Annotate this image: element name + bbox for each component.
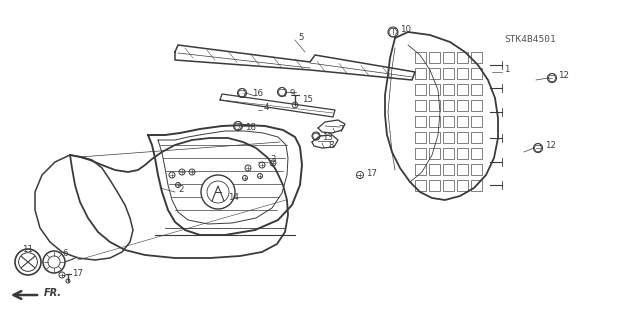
Bar (457, 52, 468, 63)
Text: FR.: FR. (44, 288, 62, 298)
Bar (443, 148, 454, 159)
Bar (471, 84, 482, 95)
Text: 1: 1 (504, 65, 509, 75)
Bar (429, 148, 440, 159)
Bar (471, 132, 482, 143)
Bar (443, 116, 454, 127)
Bar (457, 132, 468, 143)
Text: 17: 17 (366, 168, 377, 177)
Text: 7: 7 (338, 125, 344, 135)
Text: 2: 2 (178, 186, 184, 195)
Text: 13: 13 (322, 133, 333, 143)
Bar (471, 100, 482, 111)
Text: 11: 11 (22, 246, 33, 255)
Bar (457, 116, 468, 127)
Bar (415, 132, 426, 143)
Bar (443, 68, 454, 79)
Bar (457, 68, 468, 79)
Bar (415, 164, 426, 175)
Bar (429, 132, 440, 143)
Bar (471, 164, 482, 175)
Bar (415, 116, 426, 127)
Bar (471, 148, 482, 159)
Bar (415, 52, 426, 63)
Text: 9: 9 (290, 88, 296, 98)
Text: 6: 6 (62, 249, 67, 258)
Bar (429, 164, 440, 175)
Bar (457, 100, 468, 111)
Bar (471, 52, 482, 63)
Bar (415, 68, 426, 79)
Text: 14: 14 (228, 194, 239, 203)
Bar (429, 84, 440, 95)
Bar (457, 164, 468, 175)
Text: 17: 17 (72, 269, 83, 278)
Bar (429, 68, 440, 79)
Bar (443, 132, 454, 143)
Circle shape (43, 251, 65, 273)
Text: 16: 16 (252, 90, 263, 99)
Bar (415, 84, 426, 95)
Text: 10: 10 (400, 26, 411, 34)
Text: 12: 12 (558, 71, 569, 80)
Bar (415, 100, 426, 111)
Bar (471, 116, 482, 127)
Circle shape (201, 175, 235, 209)
Bar (429, 180, 440, 191)
Bar (471, 180, 482, 191)
Bar (457, 180, 468, 191)
Text: 4: 4 (264, 103, 269, 113)
Text: 5: 5 (298, 33, 303, 42)
Text: 12: 12 (545, 142, 556, 151)
Bar (443, 180, 454, 191)
Bar (443, 164, 454, 175)
Circle shape (15, 249, 41, 275)
Bar (415, 148, 426, 159)
Bar (471, 68, 482, 79)
Bar (429, 100, 440, 111)
Bar (415, 180, 426, 191)
Text: STK4B4501: STK4B4501 (504, 35, 556, 44)
Text: 3: 3 (270, 155, 275, 165)
Text: 15: 15 (302, 95, 313, 105)
Bar (457, 148, 468, 159)
Bar (443, 84, 454, 95)
Text: 18: 18 (245, 123, 256, 132)
Bar (429, 52, 440, 63)
Bar (429, 116, 440, 127)
Bar (443, 100, 454, 111)
Bar (443, 52, 454, 63)
Bar (457, 84, 468, 95)
Text: 8: 8 (328, 142, 333, 151)
